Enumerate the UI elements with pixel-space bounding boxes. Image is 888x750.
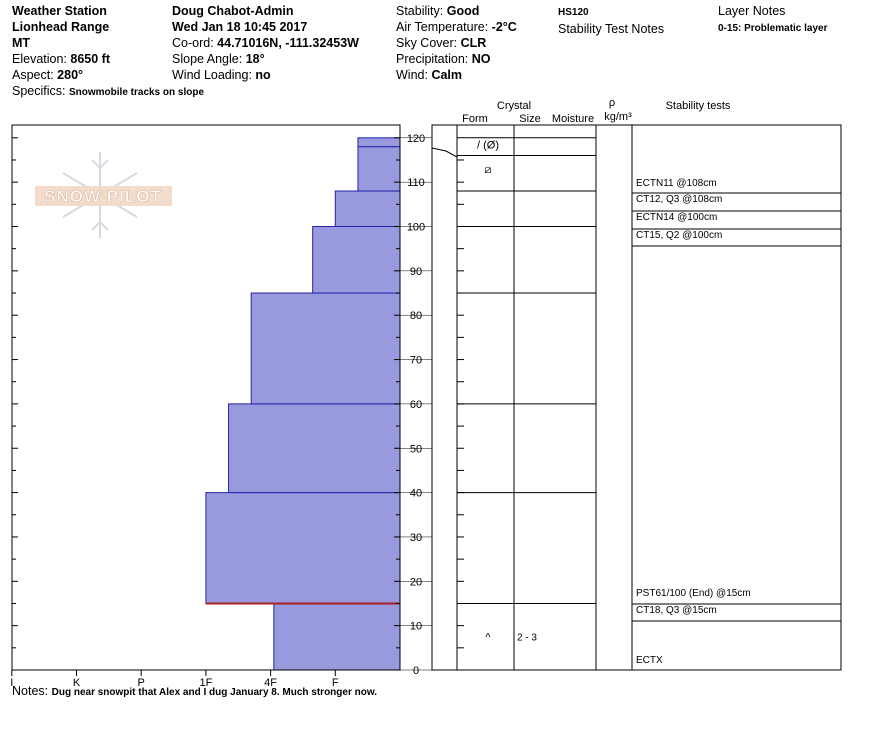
height-axis: 0 10 20 30 40 50 60 70 80 90 100 110 120: [400, 133, 432, 677]
stability-test-3: ECTN14 @100cm: [636, 212, 717, 223]
crystal-form-3: ^: [485, 632, 491, 644]
hardness-layer-5: [312, 226, 401, 294]
hs-value: HS120: [558, 7, 589, 18]
header-col-1: Weather Station Lionhead Range MT Elevat…: [12, 3, 204, 101]
table-frame: [431, 124, 842, 671]
height-tick-label: 40: [410, 488, 422, 500]
layer-note-1: 0-15: Problematic layer: [718, 23, 828, 34]
notes: Notes: Dug near snowpit that Alex and I …: [12, 683, 377, 701]
header-col-5: Layer Notes 0-15: Problematic layer: [718, 3, 828, 37]
wind-value: Calm: [431, 68, 463, 82]
specifics-value: Snowmobile tracks on slope: [68, 87, 205, 98]
air-temp-label: Air Temperature:: [396, 20, 489, 34]
hardness-axis: I K P 1F 4F F: [10, 137, 400, 689]
height-tick-label: 10: [410, 621, 422, 633]
header-col-3: Stability: Good Air Temperature: -2°C Sk…: [396, 3, 517, 83]
hardness-tick-label: 4F: [264, 677, 277, 689]
station-name: Weather Station: [12, 4, 107, 18]
hardness-tick-label: 1F: [199, 677, 212, 689]
height-tick-label: 0: [413, 665, 419, 677]
wind-loading-value: no: [255, 68, 271, 82]
height-tick-label: 110: [407, 177, 425, 189]
stability-value: Good: [446, 4, 480, 18]
coord-label: Co-ord:: [172, 36, 214, 50]
hardness-layer-4: [250, 292, 401, 405]
logo-text: SNOW PILOT: [44, 187, 162, 206]
air-temp-value: -2°C: [491, 20, 517, 34]
header-col-2: Doug Chabot-Admin Wed Jan 18 10:45 2017 …: [172, 3, 359, 83]
height-tick-label: 30: [410, 532, 422, 544]
aspect-label: Aspect:: [12, 68, 54, 82]
density-symbol: ρ: [609, 97, 615, 109]
crystal-size-3: 2 - 3: [517, 633, 537, 644]
layer-table: / (Ø) ⧄ ^ 2 - 3 ECTN11 @108cm CT12, Q3 @108cm…: [431, 124, 842, 671]
hardness-layer-6: [334, 190, 401, 228]
height-tick-label: 20: [410, 576, 422, 588]
precip-value: NO: [471, 52, 491, 66]
notes-label: Notes:: [12, 684, 49, 698]
stability-test-1: ECTN11 @108cm: [636, 178, 717, 189]
sky-label: Sky Cover:: [396, 36, 458, 50]
density-unit: kg/m³: [604, 111, 632, 123]
notes-value: Dug near snowpit that Alex and I dug Jan…: [51, 687, 378, 698]
stability-test-5: PST61/100 (End) @15cm: [636, 588, 751, 599]
coord-value: 44.71016N, -111.32453W: [217, 36, 359, 50]
crystal-header: Crystal: [497, 100, 531, 112]
hardness-tick-label: P: [138, 677, 145, 689]
hardness-layer-1: [273, 602, 401, 671]
slope-value: 18°: [245, 52, 265, 66]
specifics-label: Specifics:: [12, 84, 66, 98]
moisture-header: Moisture: [552, 113, 594, 125]
size-header: Size: [519, 113, 540, 125]
height-tick-label: 60: [410, 399, 422, 411]
hardness-tick-label: K: [73, 677, 81, 689]
height-tick-label: 90: [410, 266, 422, 278]
hardness-layer-3: [228, 403, 401, 494]
crystal-form-2: ⧄: [485, 164, 492, 176]
stability-test-7: ECTX: [636, 655, 663, 666]
crystal-form-1: / (Ø): [477, 139, 499, 151]
top-layer-connector: [431, 147, 458, 158]
form-header: Form: [462, 113, 488, 125]
header-col-4: HS120 Stability Test Notes: [558, 3, 664, 37]
height-tick-label: 100: [407, 222, 425, 234]
stability-test-6: CT18, Q3 @15cm: [636, 605, 717, 616]
stability-tests-header: Stability tests: [666, 100, 731, 112]
elevation-value: 8650 ft: [70, 52, 110, 66]
stability-test-2: CT12, Q3 @108cm: [636, 194, 722, 205]
layer-notes-label: Layer Notes: [718, 4, 786, 18]
state-name: MT: [12, 36, 31, 50]
hardness-layer-2: [205, 492, 401, 604]
height-tick-label: 80: [410, 310, 422, 322]
snowpilot-logo: SNOW PILOT: [35, 152, 172, 238]
observer-name: Doug Chabot-Admin: [172, 4, 294, 18]
sky-value: CLR: [460, 36, 487, 50]
slope-label: Slope Angle:: [172, 52, 243, 66]
stability-test-4: CT15, Q2 @100cm: [636, 230, 722, 241]
aspect-value: 280°: [57, 68, 84, 82]
hardness-layer-7: [357, 146, 401, 192]
precip-label: Precipitation:: [396, 52, 469, 66]
height-tick-label: 70: [410, 355, 422, 367]
hardness-layers: [205, 137, 401, 671]
stability-test-notes-label: Stability Test Notes: [558, 22, 665, 36]
wind-label: Wind:: [396, 68, 428, 82]
height-tick-label: 50: [410, 443, 422, 455]
stability-label: Stability:: [396, 4, 444, 18]
elevation-label: Elevation:: [12, 52, 67, 66]
hardness-tick-label: I: [10, 677, 13, 689]
observation-datetime: Wed Jan 18 10:45 2017: [172, 20, 308, 34]
height-tick-label: 120: [407, 133, 425, 145]
range-name: Lionhead Range: [12, 20, 110, 34]
hardness-layer-8: [357, 137, 401, 148]
wind-loading-label: Wind Loading:: [172, 68, 252, 82]
hardness-tick-label: F: [332, 677, 339, 689]
